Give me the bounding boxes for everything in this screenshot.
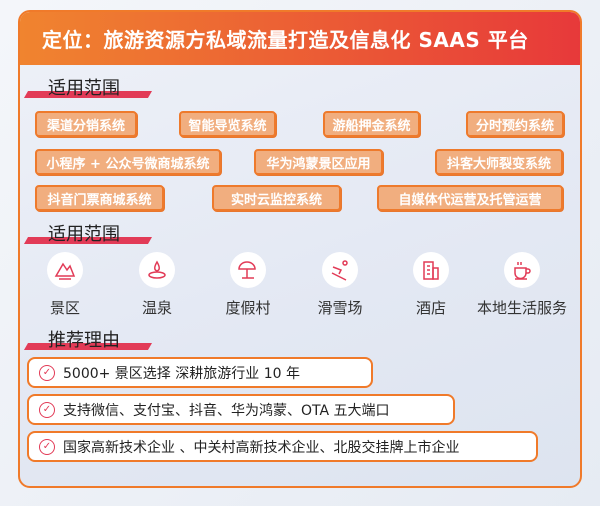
section-heading-scope: 适用范围 xyxy=(23,76,153,99)
section-heading-reasons: 推荐理由 xyxy=(23,328,153,351)
system-tag: 小程序 + 公众号微商城系统 xyxy=(35,149,221,175)
check-circle-icon: ✓ xyxy=(39,438,55,455)
system-tag: 华为鸿蒙景区应用 xyxy=(254,149,383,175)
hot-spring-icon xyxy=(139,252,175,288)
mountain-icon xyxy=(47,252,83,288)
reason-item: ✓ 5000+ 景区选择 深耕旅游行业 10 年 xyxy=(27,357,373,388)
check-circle-icon: ✓ xyxy=(39,364,55,381)
system-tag: 渠道分销系统 xyxy=(35,111,137,137)
feature-card: 定位：旅游资源方私域流量打造及信息化 SAAS 平台 适用范围 渠道分销系统 智… xyxy=(18,10,582,488)
scene-label: 度假村 xyxy=(225,299,271,317)
reason-text: 国家高新技术企业 、中关村高新技术企业、北股交挂牌上市企业 xyxy=(63,439,460,456)
skier-icon xyxy=(322,252,358,288)
check-circle-icon: ✓ xyxy=(39,401,55,418)
card-title: 定位：旅游资源方私域流量打造及信息化 SAAS 平台 xyxy=(20,12,580,65)
system-tag: 抖客大师裂变系统 xyxy=(435,149,563,175)
reason-text: 5000+ 景区选择 深耕旅游行业 10 年 xyxy=(63,365,300,382)
reason-item: ✓ 国家高新技术企业 、中关村高新技术企业、北股交挂牌上市企业 xyxy=(27,431,538,462)
scene-label: 酒店 xyxy=(415,299,447,317)
system-tag: 智能导览系统 xyxy=(179,111,276,137)
system-tag: 自媒体代运营及托管运营 xyxy=(377,185,563,211)
system-tag: 分时预约系统 xyxy=(466,111,564,137)
system-tag: 抖音门票商城系统 xyxy=(35,185,164,211)
scene-label: 滑雪场 xyxy=(317,299,363,317)
system-tag: 实时云监控系统 xyxy=(212,185,341,211)
building-icon xyxy=(413,252,449,288)
heading-text: 适用范围 xyxy=(48,78,120,99)
coffee-cup-icon xyxy=(504,252,540,288)
system-tag: 游船押金系统 xyxy=(323,111,420,137)
scene-label: 景区 xyxy=(49,299,81,317)
reason-text: 支持微信、支付宝、抖音、华为鸿蒙、OTA 五大端口 xyxy=(63,402,390,419)
scene-label: 本地生活服务 xyxy=(476,299,568,317)
heading-text: 推荐理由 xyxy=(48,330,120,351)
section-heading-scenes: 适用范围 xyxy=(23,222,153,245)
beach-umbrella-icon xyxy=(230,252,266,288)
reason-item: ✓ 支持微信、支付宝、抖音、华为鸿蒙、OTA 五大端口 xyxy=(27,394,455,425)
heading-text: 适用范围 xyxy=(48,224,120,245)
scene-label: 温泉 xyxy=(141,299,173,317)
